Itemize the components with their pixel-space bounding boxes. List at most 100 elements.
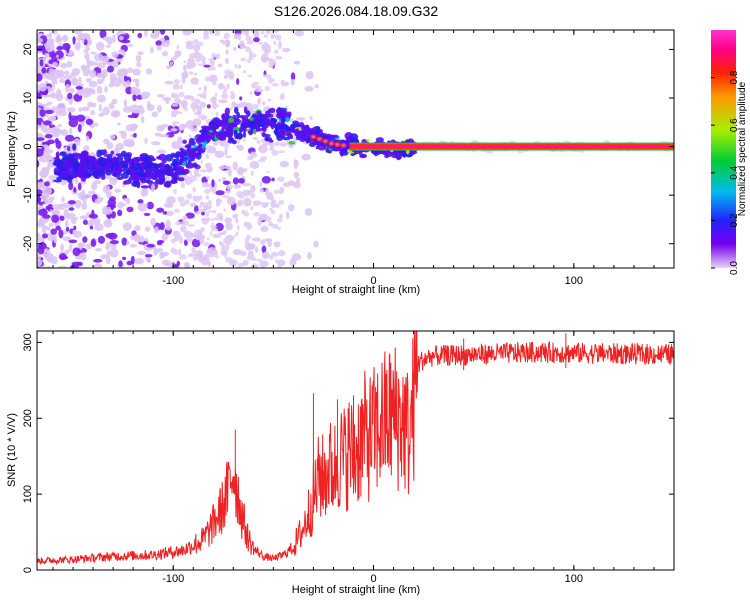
noise-blob [47,37,54,43]
noise-blob [243,190,249,197]
noise-blob [162,211,168,215]
noise-blob [68,182,74,191]
noise-blob [221,41,228,45]
ridge-blob [112,166,119,174]
ridge-blob [239,126,243,133]
ridge-blob [285,132,293,137]
noise-blob [42,91,48,96]
noise-blob [277,260,285,265]
noise-blob [159,251,165,260]
noise-blob [55,225,62,231]
noise-blob [223,230,227,234]
noise-blob [50,228,57,235]
noise-blob [56,46,64,51]
noise-blob [173,112,177,118]
noise-blob [272,251,279,257]
noise-blob [153,226,159,234]
ridge-blob [251,113,257,118]
noise-blob [42,120,52,126]
noise-blob [96,78,104,85]
noise-blob [179,84,183,90]
noise-blob [120,130,127,140]
noise-blob [200,169,207,173]
noise-blob [104,85,108,93]
noise-blob [85,243,93,250]
noise-blob [123,69,128,76]
x-tick-label: 100 [565,573,583,585]
noise-blob [294,30,305,37]
noise-blob [110,242,117,251]
noise-blob [212,209,217,214]
noise-blob [193,205,199,214]
noise-blob [85,77,92,83]
noise-blob [201,181,209,188]
noise-blob [121,237,128,246]
y-tick-label: 100 [22,485,34,503]
noise-blob [209,231,213,236]
noise-blob [241,183,252,187]
ridge-blob [276,133,284,142]
noise-blob [206,104,211,109]
ridge-blob [248,129,253,136]
noise-blob [184,106,188,110]
ridge-blob [330,134,339,138]
ridge-blob [182,139,187,144]
noise-blob [88,80,98,88]
noise-blob [205,195,210,200]
figure-title: S126.2026.084.18.09.G32 [274,3,438,19]
noise-blob [161,259,171,266]
noise-blob [239,96,243,101]
noise-blob [243,167,248,172]
noise-blob [95,41,105,51]
noise-blob [82,90,92,98]
ridge-blob [207,125,216,130]
noise-blob [240,250,247,257]
noise-blob [106,65,115,73]
noise-blob [258,88,264,93]
noise-blob [209,225,218,229]
noise-blob [304,85,314,92]
noise-blob [150,217,156,227]
carrier-segment-core [317,137,321,141]
noise-blob [258,144,268,154]
noise-blob [224,57,229,65]
noise-blob [82,219,88,225]
noise-blob [171,141,180,150]
noise-blob [103,206,113,215]
ridge-blob [136,167,144,175]
noise-blob [180,141,183,145]
noise-blob [159,134,170,138]
noise-blob [66,60,73,68]
noise-blob [37,148,44,157]
noise-blob [293,159,297,163]
noise-blob [97,62,106,69]
noise-blob [150,32,160,39]
snr-ylabel: SNR (10 * V/V) [6,413,18,487]
ridge-blob [112,162,120,167]
noise-blob [173,208,180,214]
noise-blob [265,30,272,35]
ridge-blob [307,127,311,133]
noise-blob [225,257,233,263]
noise-blob [122,106,132,113]
noise-blob [258,159,266,163]
noise-blob [67,200,77,205]
noise-blob [127,114,137,118]
ridge-blob [276,112,282,119]
noise-blob [246,234,251,240]
ridge-blob [270,118,278,124]
noise-blob [184,70,188,79]
noise-blob [126,206,134,213]
noise-blob [102,36,110,41]
noise-blob [232,103,242,109]
noise-blob [207,199,212,207]
noise-blob [252,136,258,141]
noise-blob [145,68,153,75]
noise-blob [170,128,178,132]
noise-blob [64,219,69,229]
ridge-blob [228,135,233,142]
noise-blob [197,41,204,47]
noise-blob [46,226,51,231]
noise-blob [257,258,263,263]
noise-blob [126,240,130,246]
